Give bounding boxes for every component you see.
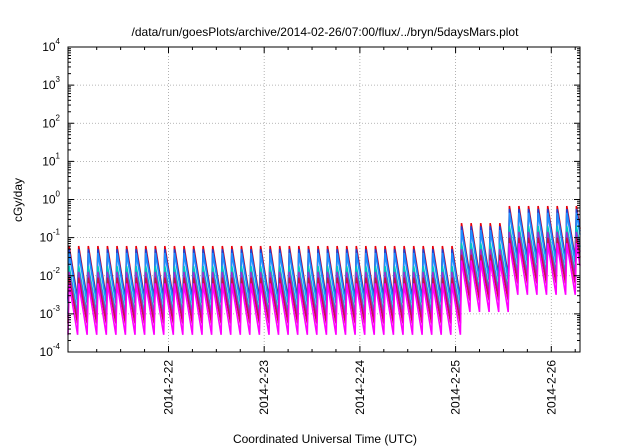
x-axis: 2014-2-22 2014-2-23 2014-2-24 2014-2-25 2014… [96, 47, 576, 415]
series-line-magenta [67, 243, 581, 335]
y-axis-label: cGy/day [11, 178, 25, 222]
y-tick-label: 10-1 [40, 228, 61, 245]
x-axis-label: Coordinated Universal Time (UTC) [233, 432, 417, 446]
y-tick-label: 102 [42, 113, 60, 130]
x-tick-label: 2014-2-22 [161, 360, 175, 415]
y-tick-label: 10-2 [40, 266, 61, 283]
y-tick-label: 101 [42, 151, 60, 168]
chart-title: /data/run/goesPlots/archive/2014-02-26/0… [132, 25, 520, 39]
x-tick-label: 2014-2-25 [449, 360, 463, 415]
y-axis: 10-4 10-3 10-2 10-1 100 101 102 103 104 [40, 37, 580, 359]
y-tick-label: 100 [42, 190, 60, 207]
x-tick-label: 2014-2-24 [353, 360, 367, 415]
y-tick-label: 10-3 [40, 304, 61, 321]
x-tick-label: 2014-2-26 [544, 360, 558, 415]
x-tick-label: 2014-2-23 [257, 360, 271, 415]
y-tick-label: 103 [42, 75, 60, 92]
y-tick-label: 10-4 [40, 342, 61, 359]
series-layer [67, 205, 581, 335]
y-tick-label: 104 [42, 37, 60, 54]
